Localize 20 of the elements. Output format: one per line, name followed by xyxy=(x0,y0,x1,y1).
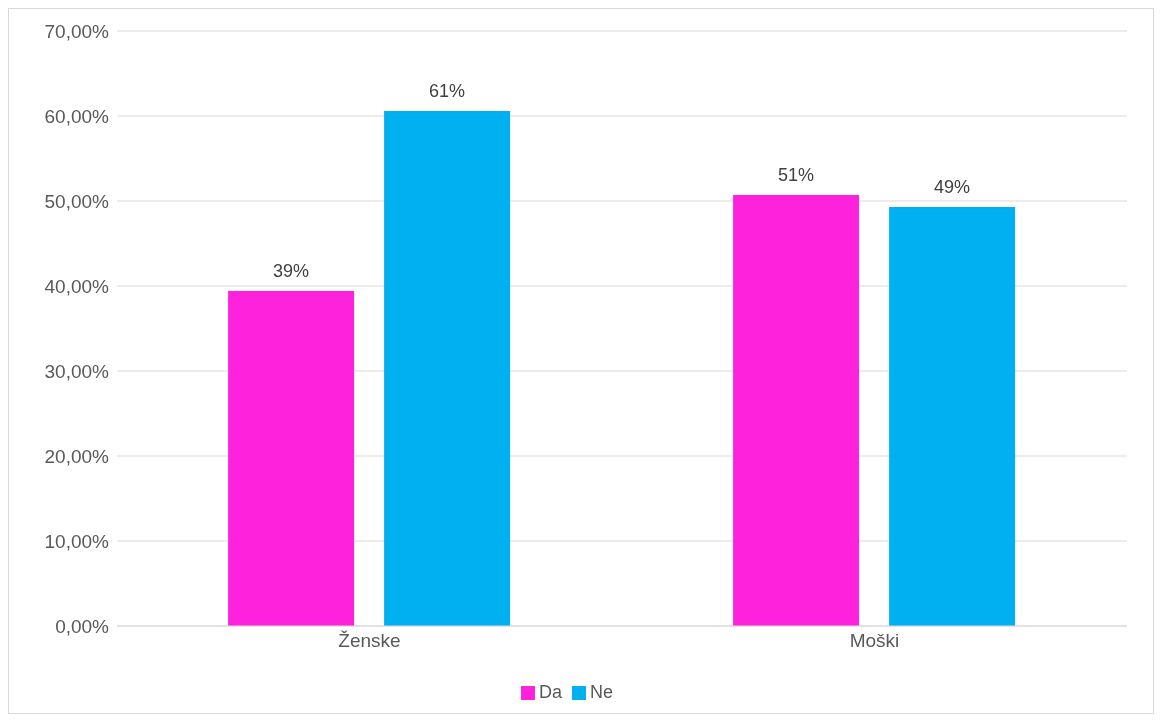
x-tick-label: Moški xyxy=(849,630,900,652)
y-tick-label: 10,00% xyxy=(44,530,110,552)
data-label: 39% xyxy=(273,261,310,282)
y-tick-label: 40,00% xyxy=(44,275,110,297)
y-tick-label: 60,00% xyxy=(44,105,110,127)
data-label: 61% xyxy=(429,80,466,101)
y-tick-label: 70,00% xyxy=(44,20,110,42)
bar xyxy=(384,110,511,626)
data-label: 51% xyxy=(778,165,815,186)
bar xyxy=(228,291,355,626)
legend-label: Ne xyxy=(590,682,614,702)
legend-label: Da xyxy=(538,682,562,702)
y-tick-label: 30,00% xyxy=(44,360,110,382)
bar xyxy=(889,206,1016,626)
y-tick-label: 50,00% xyxy=(44,190,110,212)
data-label: 49% xyxy=(934,176,971,197)
y-tick-label: 20,00% xyxy=(44,445,110,467)
y-tick-label: 0,00% xyxy=(55,615,110,637)
bar xyxy=(733,195,860,626)
x-tick-label: Ženske xyxy=(338,630,401,652)
